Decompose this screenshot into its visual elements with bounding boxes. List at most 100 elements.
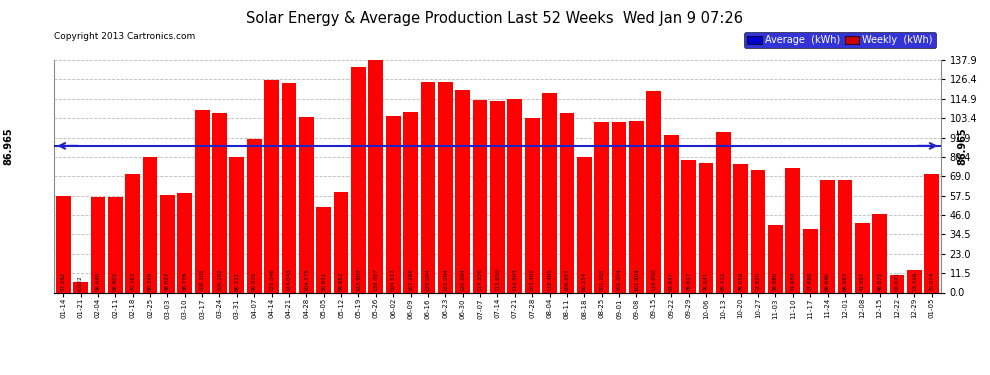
Bar <box>612 122 627 292</box>
Bar <box>177 194 192 292</box>
Text: 80.221: 80.221 <box>235 272 240 291</box>
Text: 104.517: 104.517 <box>391 268 396 291</box>
Bar <box>664 135 678 292</box>
Text: 70.074: 70.074 <box>930 272 935 291</box>
Bar <box>160 195 175 292</box>
Text: 70.487: 70.487 <box>130 272 135 291</box>
Text: 56.802: 56.802 <box>113 272 118 291</box>
Text: 118.465: 118.465 <box>547 268 552 291</box>
Bar <box>525 118 540 292</box>
Bar <box>543 93 557 292</box>
Text: 57.282: 57.282 <box>60 272 65 291</box>
Text: 101.984: 101.984 <box>634 268 639 291</box>
Bar <box>247 139 261 292</box>
Bar <box>594 122 609 292</box>
Bar <box>490 101 505 292</box>
Bar <box>890 274 905 292</box>
Text: 114.356: 114.356 <box>477 268 482 291</box>
Bar <box>143 157 157 292</box>
Bar <box>785 168 800 292</box>
Bar <box>629 120 644 292</box>
Text: 106.282: 106.282 <box>217 268 222 291</box>
Bar <box>559 112 574 292</box>
Bar <box>73 282 88 292</box>
Bar <box>508 99 523 292</box>
Bar <box>716 132 731 292</box>
Text: 107.268: 107.268 <box>408 268 413 291</box>
Text: 124.043: 124.043 <box>286 268 291 291</box>
Text: 113.650: 113.650 <box>495 268 500 291</box>
Text: 10.671: 10.671 <box>895 272 900 291</box>
Text: 72.820: 72.820 <box>755 272 760 291</box>
Text: 90.935: 90.935 <box>251 272 256 291</box>
Bar <box>281 83 296 292</box>
Text: 59.852: 59.852 <box>339 272 344 291</box>
Bar <box>126 174 140 292</box>
Text: 125.094: 125.094 <box>426 268 431 291</box>
Text: 58.776: 58.776 <box>182 272 187 291</box>
Text: 133.903: 133.903 <box>356 268 361 291</box>
Text: 80.254: 80.254 <box>582 272 587 291</box>
Text: 86.965: 86.965 <box>957 127 967 165</box>
Text: 114.503: 114.503 <box>513 268 518 291</box>
Bar <box>577 157 592 292</box>
Text: 76.056: 76.056 <box>739 272 743 291</box>
Bar <box>421 82 436 292</box>
Bar <box>646 91 661 292</box>
Text: 119.650: 119.650 <box>651 268 656 291</box>
Bar <box>455 90 470 292</box>
Bar <box>925 174 940 292</box>
Bar <box>264 80 279 292</box>
Bar <box>334 192 348 292</box>
Text: 58.022: 58.022 <box>165 272 170 291</box>
Text: 80.349: 80.349 <box>148 272 152 291</box>
Text: 86.965: 86.965 <box>3 127 13 165</box>
Text: 95.312: 95.312 <box>721 272 726 291</box>
Bar <box>750 170 765 292</box>
Bar <box>907 270 922 292</box>
Text: 108.105: 108.105 <box>200 268 205 291</box>
Bar <box>872 214 887 292</box>
Bar <box>368 58 383 292</box>
Bar <box>212 113 227 292</box>
Text: 76.841: 76.841 <box>704 272 709 291</box>
Bar <box>317 207 331 292</box>
Text: 139.027: 139.027 <box>373 268 378 291</box>
Text: 104.175: 104.175 <box>304 268 309 291</box>
Text: 78.617: 78.617 <box>686 272 691 291</box>
Text: 13.318: 13.318 <box>912 272 917 291</box>
Text: 103.465: 103.465 <box>530 268 535 291</box>
Text: 6.022: 6.022 <box>78 275 83 291</box>
Text: 126.046: 126.046 <box>269 268 274 291</box>
Bar <box>55 196 70 292</box>
Bar <box>386 116 401 292</box>
Text: Solar Energy & Average Production Last 52 Weeks  Wed Jan 9 07:26: Solar Energy & Average Production Last 5… <box>247 11 743 26</box>
Text: 125.094: 125.094 <box>443 268 447 291</box>
Bar <box>838 180 852 292</box>
Bar <box>734 164 748 292</box>
Text: Copyright 2013 Cartronics.com: Copyright 2013 Cartronics.com <box>54 32 196 41</box>
Legend: Average  (kWh), Weekly  (kWh): Average (kWh), Weekly (kWh) <box>744 32 936 48</box>
Bar <box>90 197 105 292</box>
Text: 37.688: 37.688 <box>808 272 813 291</box>
Text: 74.030: 74.030 <box>790 272 795 291</box>
Text: 56.640: 56.640 <box>95 272 100 291</box>
Text: 39.880: 39.880 <box>773 272 778 291</box>
Bar <box>403 112 418 292</box>
Text: 41.097: 41.097 <box>860 272 865 291</box>
Text: 66.967: 66.967 <box>842 272 847 291</box>
Bar <box>230 157 245 292</box>
Text: 106.651: 106.651 <box>564 268 569 291</box>
Bar <box>195 110 210 292</box>
Bar <box>472 100 487 292</box>
Bar <box>351 67 366 292</box>
Bar <box>108 197 123 292</box>
Bar <box>299 117 314 292</box>
Text: 46.675: 46.675 <box>877 272 882 291</box>
Bar <box>820 180 835 292</box>
Bar <box>681 160 696 292</box>
Text: 120.094: 120.094 <box>460 268 465 291</box>
Bar <box>803 229 818 292</box>
Bar <box>768 225 783 292</box>
Text: 101.054: 101.054 <box>617 268 622 291</box>
